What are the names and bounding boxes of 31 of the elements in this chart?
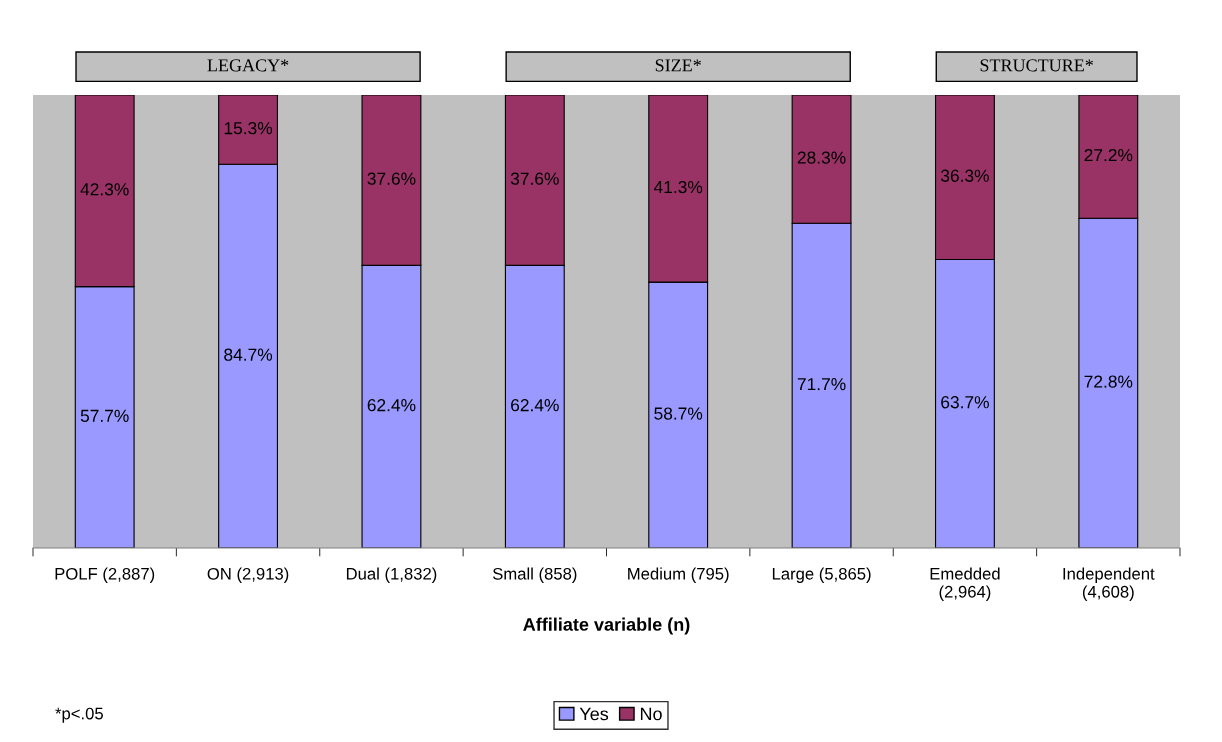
text: STRUCTURE*	[980, 59, 1093, 72]
text: *p<.05	[55, 707, 103, 723]
data-label: 37.6%	[367, 172, 416, 185]
legend-label: No	[640, 707, 662, 721]
data-label: 62.4%	[511, 399, 559, 412]
data-label: 63.7%	[941, 396, 989, 409]
data-label: 28.3%	[797, 151, 846, 164]
x-tick-label: Independent (4,608)	[1063, 567, 1155, 601]
data-label: 41.3%	[653, 180, 703, 194]
legend-label: Yes	[579, 707, 609, 721]
x-tick-label: Emedded (2,964)	[930, 567, 1000, 601]
x-tick-label: POLF (2,887)	[55, 567, 155, 583]
x-tick-label: Medium (795)	[628, 567, 729, 583]
data-label: 27.2%	[1084, 148, 1133, 162]
data-label: 37.6%	[510, 172, 559, 185]
data-label: 62.4%	[367, 399, 416, 412]
text: LEGACY*	[207, 59, 289, 72]
data-label: 15.3%	[224, 122, 273, 135]
data-label: 84.7%	[224, 348, 273, 361]
x-tick-label: Small (858)	[492, 567, 577, 583]
x-axis-title: Affiliate variable (n)	[523, 617, 690, 635]
data-label: 72.8%	[1084, 375, 1133, 388]
data-label: 71.7%	[797, 378, 846, 391]
text: SIZE*	[655, 59, 701, 72]
data-label: 36.3%	[940, 169, 989, 182]
data-label: 42.3%	[80, 183, 129, 196]
x-tick-label: Dual (1,832)	[346, 567, 437, 583]
x-tick-label: ON (2,913)	[207, 567, 289, 583]
data-label: 57.7%	[80, 409, 129, 422]
x-tick-label: Large (5,865)	[772, 567, 871, 583]
data-label: 58.7%	[654, 407, 703, 420]
